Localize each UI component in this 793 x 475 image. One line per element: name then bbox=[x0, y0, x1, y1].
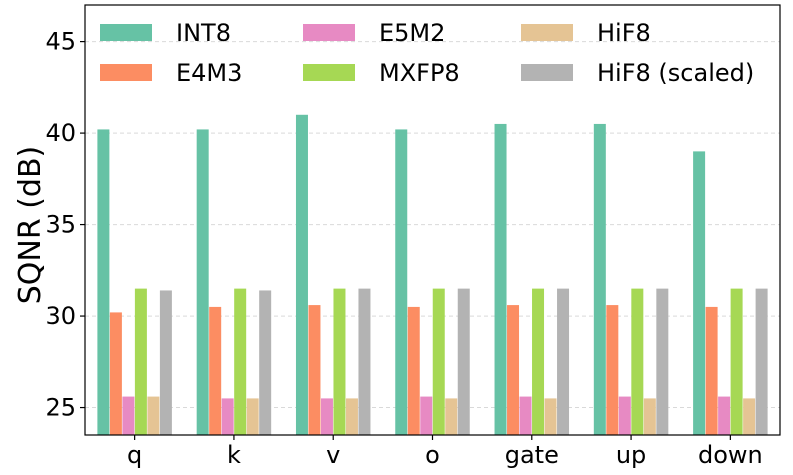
legend-swatch-hif8 bbox=[521, 24, 573, 41]
bar-v-hif8 bbox=[345, 398, 358, 435]
x-tick-label: up bbox=[616, 441, 646, 469]
bar-up-hif8 bbox=[643, 398, 656, 435]
bar-k-hif8 bbox=[246, 398, 259, 435]
grid-lines bbox=[85, 41, 780, 409]
bar-up-int8 bbox=[593, 123, 606, 436]
legend-swatch-e4m3 bbox=[100, 64, 152, 81]
bar-q-e5m2 bbox=[122, 396, 135, 435]
y-axis-label: SQNR (dB) bbox=[13, 146, 48, 305]
bar-up-hif8-scaled- bbox=[656, 288, 669, 435]
bar-gate-e4m3 bbox=[507, 305, 520, 435]
bar-k-mxfp8 bbox=[234, 288, 247, 435]
bar-v-mxfp8 bbox=[333, 288, 346, 435]
bar-gate-hif8 bbox=[544, 398, 557, 435]
bar-k-e5m2 bbox=[221, 398, 234, 435]
bar-o-e4m3 bbox=[407, 306, 420, 435]
bar-down-e4m3 bbox=[705, 306, 718, 435]
y-tick-label: 25 bbox=[45, 394, 76, 422]
bar-k-int8 bbox=[196, 129, 209, 435]
bar-q-hif8-scaled- bbox=[159, 290, 172, 435]
x-axis-ticks: q k v o gate up down bbox=[127, 435, 763, 469]
legend-label: E5M2 bbox=[379, 19, 445, 47]
x-tick-label: gate bbox=[505, 441, 559, 469]
y-tick-label: 30 bbox=[45, 302, 76, 330]
bar-k-e4m3 bbox=[209, 306, 222, 435]
bar-q-e4m3 bbox=[109, 312, 122, 435]
bar-down-hif8 bbox=[743, 398, 756, 435]
y-axis-ticks: 25 30 35 40 45 bbox=[45, 28, 85, 422]
legend-label: INT8 bbox=[176, 19, 231, 47]
bar-q-int8 bbox=[97, 129, 110, 435]
bar-o-hif8 bbox=[445, 398, 458, 435]
bar-down-e5m2 bbox=[718, 396, 731, 435]
bar-up-mxfp8 bbox=[631, 288, 644, 435]
bar-q-hif8 bbox=[147, 396, 160, 435]
bar-o-mxfp8 bbox=[432, 288, 445, 435]
bars bbox=[97, 114, 768, 436]
bar-gate-e5m2 bbox=[519, 396, 532, 435]
bar-v-hif8-scaled- bbox=[358, 288, 371, 435]
bar-v-int8 bbox=[295, 114, 308, 435]
x-tick-label: v bbox=[326, 441, 340, 469]
bar-down-hif8-scaled- bbox=[755, 288, 768, 435]
x-tick-label: o bbox=[425, 441, 440, 469]
y-tick-label: 40 bbox=[45, 119, 76, 147]
bar-gate-mxfp8 bbox=[532, 288, 545, 435]
x-tick-label: down bbox=[698, 441, 763, 469]
legend-label: E4M3 bbox=[176, 59, 242, 87]
x-tick-label: k bbox=[227, 441, 241, 469]
bar-o-hif8-scaled- bbox=[457, 288, 470, 435]
bar-k-hif8-scaled- bbox=[259, 290, 272, 435]
legend-label: HiF8 (scaled) bbox=[597, 59, 754, 87]
bar-down-mxfp8 bbox=[730, 288, 743, 435]
bar-o-e5m2 bbox=[420, 396, 433, 435]
bar-v-e4m3 bbox=[308, 305, 321, 435]
bar-up-e4m3 bbox=[606, 305, 619, 435]
legend-swatch-hif8-scaled- bbox=[521, 64, 573, 81]
legend-swatch-mxfp8 bbox=[303, 64, 355, 81]
bar-q-mxfp8 bbox=[134, 288, 147, 435]
legend-label: MXFP8 bbox=[379, 59, 460, 87]
legend-label: HiF8 bbox=[597, 19, 651, 47]
bar-gate-int8 bbox=[494, 123, 507, 436]
y-tick-label: 35 bbox=[45, 211, 76, 239]
legend-swatch-e5m2 bbox=[303, 24, 355, 41]
bar-gate-hif8-scaled- bbox=[557, 288, 570, 435]
bar-o-int8 bbox=[395, 129, 408, 435]
bar-up-e5m2 bbox=[618, 396, 631, 435]
bar-v-e5m2 bbox=[320, 398, 333, 435]
legend: INT8 E4M3 E5M2 MXFP8 HiF8 HiF8 (scaled) bbox=[100, 19, 754, 87]
x-tick-label: q bbox=[127, 441, 142, 469]
y-tick-label: 45 bbox=[45, 28, 76, 56]
bar-down-int8 bbox=[693, 151, 706, 435]
legend-swatch-int8 bbox=[100, 24, 152, 41]
